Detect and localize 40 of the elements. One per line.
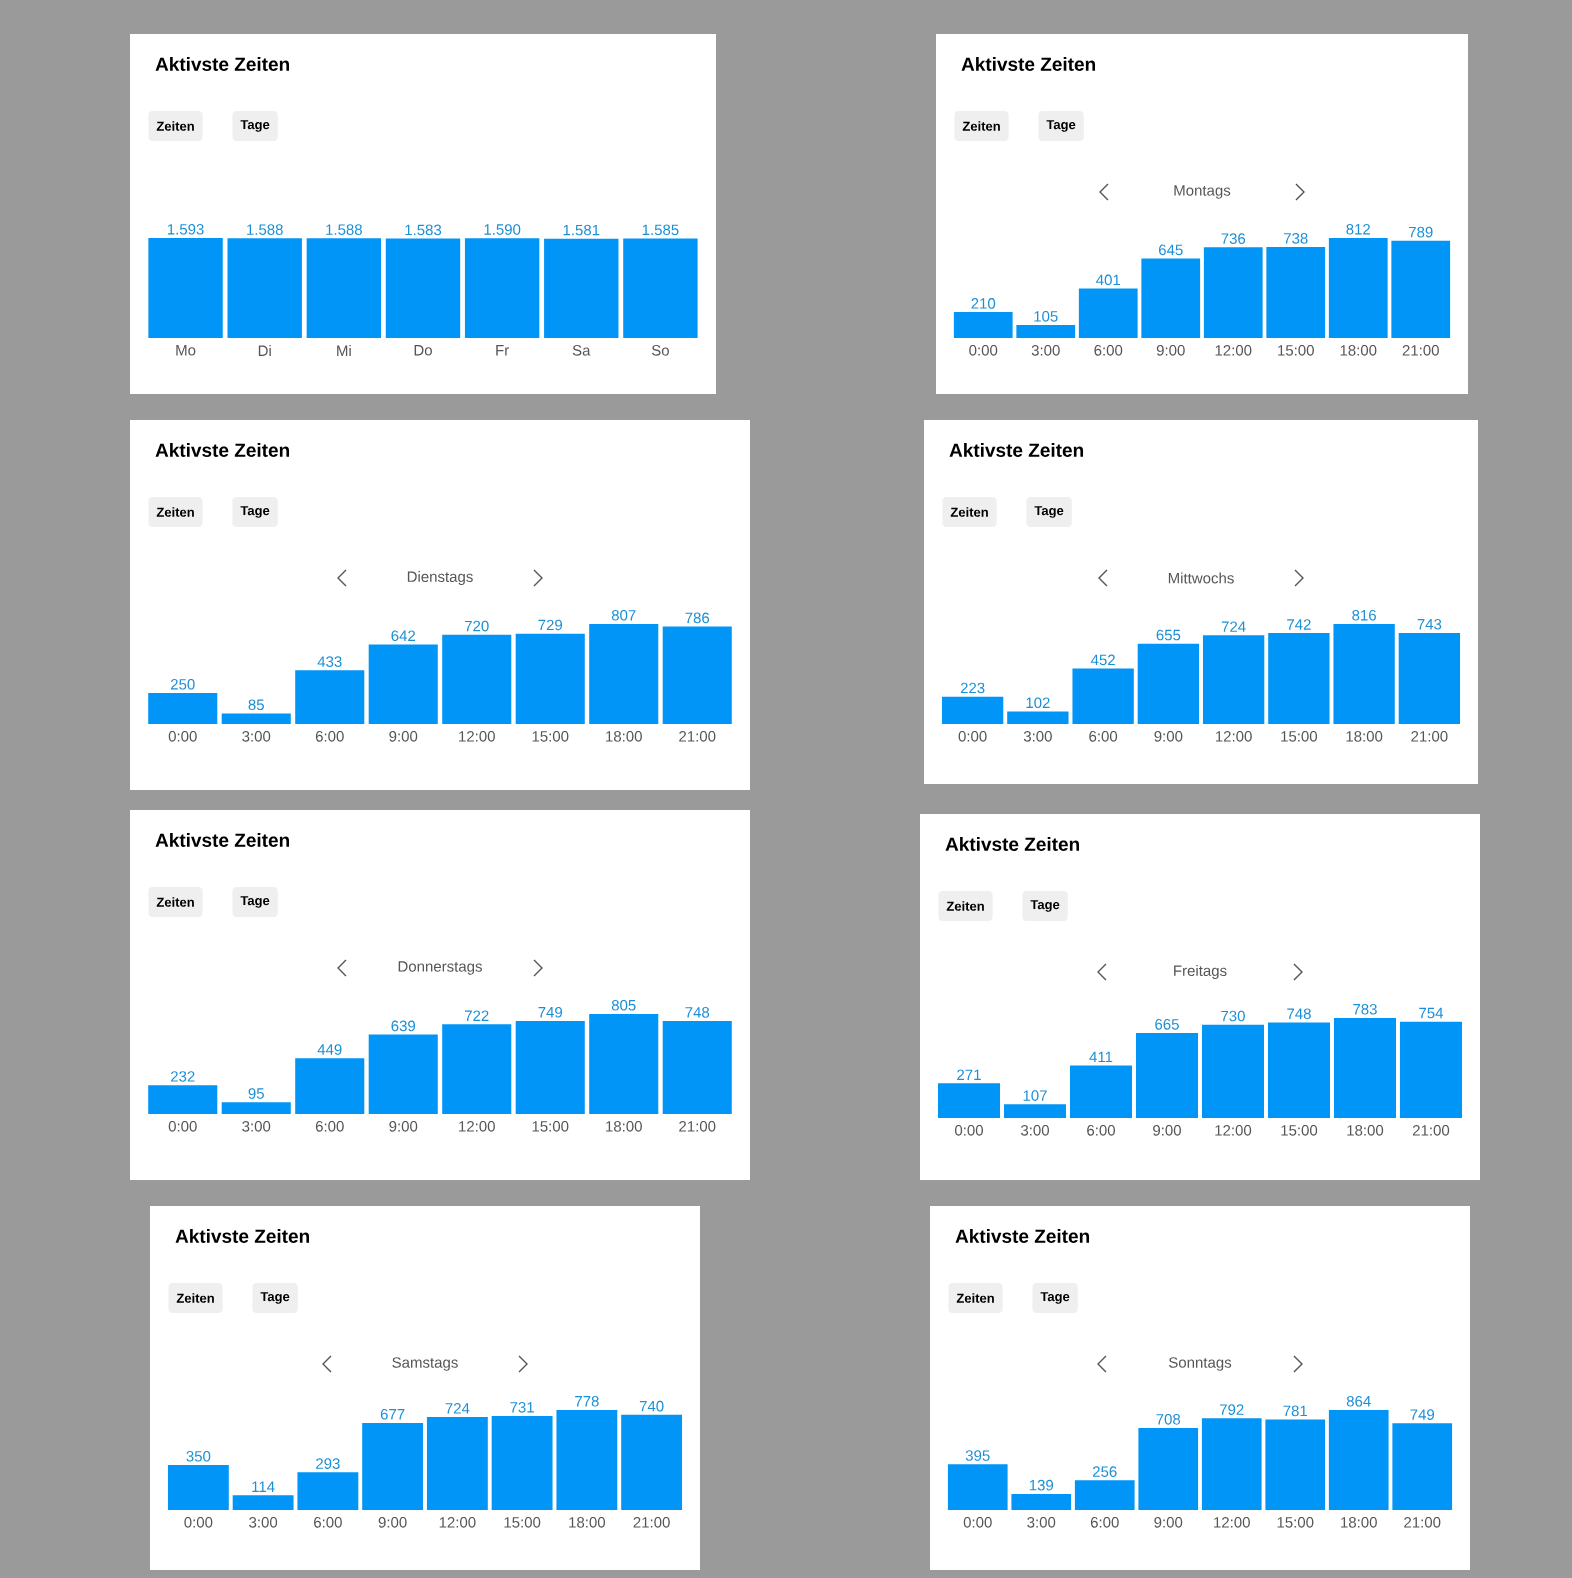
bar <box>1137 643 1200 724</box>
bar <box>621 1414 683 1510</box>
bar <box>442 1024 512 1114</box>
bar <box>1003 1104 1067 1118</box>
chart-title: Aktivste Zeiten <box>955 1229 1090 1243</box>
bar <box>148 1085 218 1114</box>
chart-title: Aktivste Zeiten <box>961 57 1096 71</box>
chart-title: Aktivste Zeiten <box>175 1229 310 1243</box>
chart-title: Aktivste Zeiten <box>945 837 1080 851</box>
bar <box>221 1102 291 1114</box>
bar <box>221 713 291 724</box>
bar <box>1202 635 1265 724</box>
bar <box>515 633 585 724</box>
bar <box>295 1058 365 1114</box>
bar <box>167 1465 229 1510</box>
bar <box>589 624 659 724</box>
bar <box>662 1021 732 1114</box>
chart-title: Aktivste Zeiten <box>155 57 290 71</box>
bar <box>941 696 1004 724</box>
bar <box>1398 632 1461 724</box>
bar <box>1267 1022 1330 1118</box>
bar <box>662 626 732 724</box>
chart-title: Aktivste Zeiten <box>155 833 290 847</box>
bar <box>148 693 218 724</box>
bar <box>295 670 365 724</box>
chart-title: Aktivste Zeiten <box>949 443 1084 457</box>
bar <box>442 634 512 724</box>
bar <box>1069 1065 1133 1118</box>
chart-title: Aktivste Zeiten <box>155 443 290 457</box>
bar <box>515 1020 585 1114</box>
bar <box>937 1083 1001 1118</box>
bar <box>1135 1033 1198 1118</box>
bar <box>362 1422 424 1510</box>
bar <box>368 1034 438 1114</box>
bar <box>589 1013 659 1114</box>
bar <box>368 644 438 724</box>
bar <box>426 1416 488 1510</box>
bar <box>1399 1021 1462 1118</box>
bar <box>1333 1017 1396 1118</box>
bar <box>1201 1024 1265 1118</box>
